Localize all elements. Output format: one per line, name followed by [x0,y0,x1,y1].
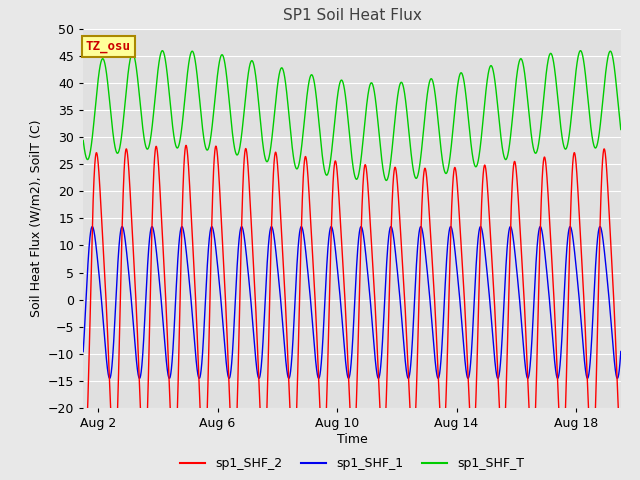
sp1_SHF_2 [65,164,72,170]
X-axis label: Time: Time [337,433,367,446]
sp1_SHF_T [65,84,72,90]
sp1_SHF_1 [345,375,353,381]
Line: sp1_SHF_1: sp1_SHF_1 [68,227,621,378]
sp1_SHF_2 [424,189,431,194]
sp1_SHF_T [617,127,625,132]
sp1_SHF_2 [170,465,178,471]
sp1_SHF_1 [477,224,484,229]
sp1_SHF_1 [617,348,625,354]
sp1_SHF_2 [164,365,172,371]
sp1_SHF_1 [164,374,172,380]
sp1_SHF_1 [328,224,335,229]
sp1_SHF_2 [396,217,404,223]
sp1_SHF_2 [519,272,527,277]
sp1_SHF_1 [396,294,404,300]
sp1_SHF_1 [519,336,527,341]
sp1_SHF_T [519,60,527,65]
sp1_SHF_T [477,140,484,145]
Line: sp1_SHF_2: sp1_SHF_2 [68,145,621,468]
sp1_SHF_1 [424,274,431,280]
sp1_SHF_T [383,178,390,183]
Text: TZ_osu: TZ_osu [86,40,131,53]
sp1_SHF_1 [65,263,72,268]
Title: SP1 Soil Heat Flux: SP1 Soil Heat Flux [283,9,421,24]
sp1_SHF_T [396,82,404,87]
sp1_SHF_2 [477,225,484,230]
sp1_SHF_T [276,70,284,76]
Legend: sp1_SHF_2, sp1_SHF_1, sp1_SHF_T: sp1_SHF_2, sp1_SHF_1, sp1_SHF_T [175,452,529,475]
sp1_SHF_1 [276,283,284,289]
Y-axis label: Soil Heat Flux (W/m2), SoilT (C): Soil Heat Flux (W/m2), SoilT (C) [29,120,42,317]
sp1_SHF_T [159,48,166,54]
sp1_SHF_2 [617,456,625,461]
sp1_SHF_T [424,88,431,94]
sp1_SHF_T [165,85,173,91]
sp1_SHF_2 [276,194,284,200]
Line: sp1_SHF_T: sp1_SHF_T [68,51,621,180]
sp1_SHF_2 [182,143,190,148]
